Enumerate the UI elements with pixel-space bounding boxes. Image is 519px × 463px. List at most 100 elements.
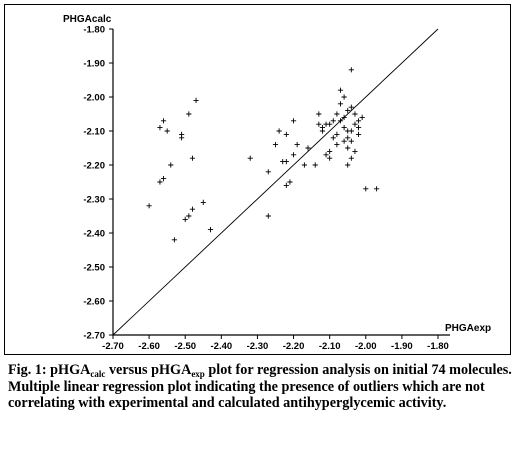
y-tick-label: -2.30: [83, 195, 105, 206]
x-tick-label: -2.50: [174, 341, 196, 352]
data-point: [337, 101, 344, 107]
data-point: [345, 135, 351, 141]
data-points: [146, 67, 380, 243]
data-point: [157, 179, 163, 185]
data-point: [327, 155, 333, 161]
data-point: [200, 199, 206, 205]
y-tick-label: -2.40: [83, 229, 105, 240]
y-tick-label: -1.80: [83, 25, 105, 36]
data-point: [272, 142, 279, 148]
data-point: [345, 162, 351, 168]
caption-sub-calc: calc: [90, 369, 106, 379]
data-point: [247, 155, 253, 161]
data-point: [290, 152, 297, 158]
data-point: [283, 182, 289, 188]
data-point: [355, 125, 362, 131]
caption-text-a: pHGA: [46, 362, 91, 378]
data-point: [168, 162, 174, 168]
data-point: [345, 108, 351, 114]
data-point: [316, 121, 322, 127]
data-point: [193, 97, 199, 103]
x-tick-label: -1.90: [391, 341, 413, 352]
data-point: [290, 118, 297, 124]
data-point: [337, 118, 344, 124]
caption-text-c: plot for regression analysis on initial …: [204, 362, 512, 378]
data-point: [363, 186, 369, 192]
axis-ticks: -1.80 -1.90 -2.00 -2.10 -2.20 -2.30 -2.40 -2.50…: [83, 25, 448, 353]
x-tick-label: -2.40: [211, 341, 233, 352]
data-point: [341, 138, 347, 144]
data-point: [287, 179, 293, 185]
x-tick-label: -2.20: [283, 341, 305, 352]
data-point: [334, 111, 340, 117]
data-point: [276, 128, 282, 134]
data-point: [352, 148, 358, 154]
data-point: [179, 135, 185, 141]
axes: [112, 29, 450, 336]
data-point: [348, 138, 354, 144]
caption-figure-label: Fig. 1:: [8, 362, 47, 378]
data-point: [305, 145, 311, 151]
data-point: [355, 131, 362, 137]
data-point: [334, 131, 340, 137]
data-point: [348, 155, 354, 161]
reference-line: [112, 28, 439, 336]
y-tick-label: -1.90: [83, 59, 105, 70]
data-point: [355, 118, 362, 124]
x-tick-label: -2.00: [355, 341, 377, 352]
data-point: [348, 67, 354, 73]
data-point: [283, 159, 289, 165]
caption-description: Multiple linear regression plot indicati…: [8, 378, 485, 412]
figure-caption: Fig. 1: pHGAcalc versus pHGAexp plot for…: [8, 362, 513, 412]
data-point: [164, 128, 170, 134]
data-point: [374, 186, 380, 192]
data-point: [283, 131, 289, 137]
data-point: [348, 128, 354, 134]
x-axis-label: PHGAexp: [445, 323, 491, 334]
data-point: [301, 162, 307, 168]
data-point: [312, 162, 318, 168]
data-point: [359, 114, 365, 120]
x-tick-label: -2.10: [319, 341, 341, 352]
x-tick-label: -2.60: [138, 341, 160, 352]
data-point: [189, 206, 196, 212]
data-point: [341, 94, 347, 100]
data-point: [327, 121, 333, 127]
data-point: [319, 125, 326, 131]
y-tick-label: -2.50: [83, 263, 105, 274]
chart-frame: -1.80 -1.90 -2.00 -2.10 -2.20 -2.30 -2.40 -2.50…: [4, 4, 511, 355]
caption-sub-exp: exp: [191, 369, 205, 379]
data-point: [337, 87, 344, 93]
data-point: [348, 104, 354, 110]
x-tick-label: -2.70: [102, 341, 124, 352]
data-point: [327, 148, 333, 154]
data-point: [323, 152, 329, 158]
data-point: [330, 118, 336, 124]
data-point: [160, 118, 167, 124]
data-point: [330, 135, 336, 141]
data-point: [186, 111, 192, 117]
data-point: [341, 114, 347, 120]
data-point: [352, 111, 358, 117]
data-point: [146, 203, 152, 209]
caption-text-b: versus pHGA: [105, 362, 192, 378]
data-point: [341, 125, 347, 131]
scatter-plot: -1.80 -1.90 -2.00 -2.10 -2.20 -2.30 -2.40 -2.50…: [63, 14, 491, 353]
x-tick-label: -2.30: [247, 341, 269, 352]
y-tick-label: -2.20: [83, 161, 105, 172]
y-tick-label: -2.10: [83, 127, 105, 138]
y-axis-label: PHGAcalc: [63, 14, 112, 25]
data-point: [207, 227, 214, 233]
data-point: [316, 111, 322, 117]
data-point: [265, 213, 271, 219]
data-point: [186, 213, 192, 219]
data-point: [182, 216, 188, 222]
y-tick-label: -2.60: [83, 297, 105, 308]
data-point: [171, 237, 177, 243]
data-point: [160, 176, 167, 182]
x-tick-label: -1.80: [427, 341, 449, 352]
y-tick-label: -2.70: [83, 331, 105, 342]
data-point: [189, 155, 196, 161]
data-point: [345, 145, 351, 151]
data-point: [334, 142, 340, 148]
